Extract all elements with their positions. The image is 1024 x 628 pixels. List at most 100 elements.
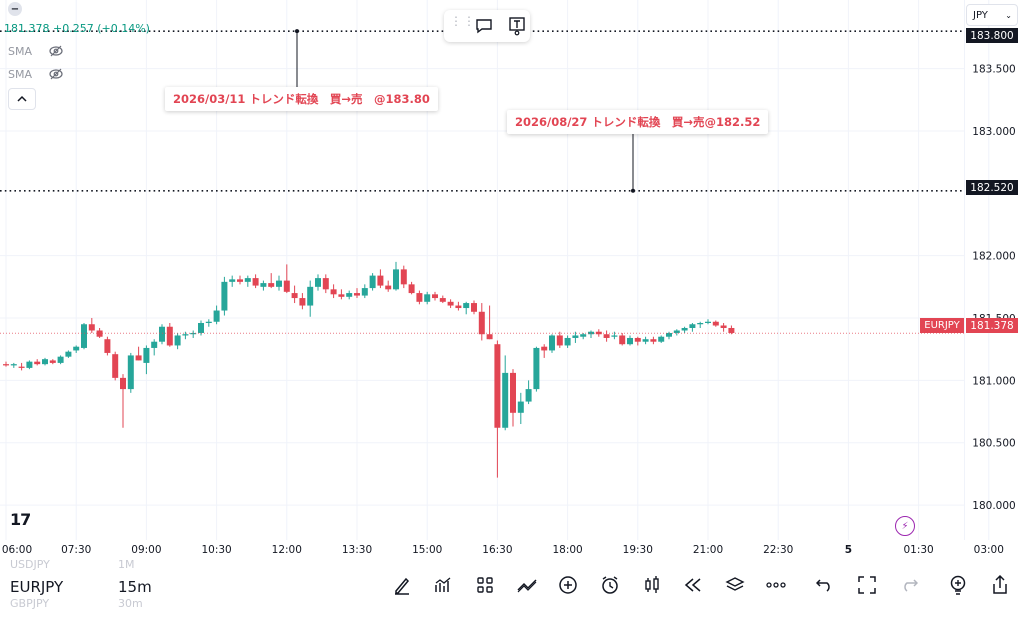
- undo-button[interactable]: [812, 573, 838, 597]
- candle-body: [213, 310, 220, 322]
- time-axis[interactable]: 06:00 07:30 09:00 10:30 12:00 13:30 15:00 16:30…: [2, 544, 1024, 556]
- collapse-legend-button[interactable]: [8, 88, 36, 110]
- candle-body: [463, 303, 470, 309]
- candle-body: [666, 332, 672, 337]
- horizontal-lines[interactable]: [0, 29, 964, 334]
- y-tick-label: 183.500: [972, 64, 1015, 76]
- comment-button[interactable]: [470, 12, 497, 40]
- candle-body: [3, 364, 9, 366]
- annotation-anchor: [295, 29, 299, 34]
- candle-body: [276, 280, 282, 287]
- candle-body: [705, 321, 711, 324]
- candle-body: [650, 339, 657, 342]
- fullscreen-icon: [858, 576, 876, 594]
- candle-body: [65, 351, 72, 357]
- timeframe-prev[interactable]: 1M: [118, 558, 135, 571]
- price-axis-separator: [964, 0, 965, 540]
- sma-label: SMA: [8, 67, 32, 81]
- sma-indicator-1[interactable]: SMA: [8, 43, 64, 59]
- eye-off-icon[interactable]: [48, 43, 64, 59]
- lightbulb-icon: [950, 575, 966, 595]
- brush-button[interactable]: [389, 573, 415, 597]
- candle-body: [18, 366, 25, 368]
- annotation-label-2[interactable]: 2026/08/27 トレンド転換 買→売@182.52: [507, 110, 769, 134]
- price-axis[interactable]: 183.500183.000182.000181.500181.000180.5…: [972, 64, 1015, 512]
- y-tick-label: 180.000: [972, 500, 1015, 512]
- redo-icon: [904, 579, 918, 592]
- comment-icon: [475, 19, 492, 34]
- candle-body: [283, 280, 290, 292]
- indicators-icon: [435, 577, 451, 592]
- undo-icon: [816, 579, 830, 592]
- candle-body: [338, 294, 345, 297]
- redo-button[interactable]: [896, 573, 922, 597]
- timeframe-next[interactable]: 30m: [118, 597, 143, 610]
- candle-body: [330, 289, 337, 295]
- alert-button[interactable]: [597, 573, 623, 597]
- more-button[interactable]: [763, 573, 789, 597]
- candle-body: [424, 294, 431, 302]
- candle-body: [143, 347, 150, 363]
- currency-select[interactable]: JPY ⌄: [966, 4, 1018, 26]
- x-tick-label: 22:30: [763, 544, 793, 556]
- candle-body: [697, 323, 704, 325]
- candle-body: [354, 293, 360, 296]
- candle-body: [135, 355, 142, 361]
- chart-type-button[interactable]: [639, 573, 665, 597]
- candle-body: [510, 372, 516, 413]
- fullscreen-button[interactable]: [854, 573, 880, 597]
- candle-body: [627, 337, 633, 345]
- candle-body: [252, 278, 259, 286]
- candle-body: [268, 283, 275, 287]
- candle-body: [728, 327, 735, 333]
- symbol-selector[interactable]: EURJPY: [10, 578, 64, 596]
- candle-body: [182, 334, 189, 336]
- chevron-up-icon: [17, 95, 27, 102]
- ideas-button[interactable]: [945, 573, 971, 597]
- x-tick-label: 10:30: [201, 544, 231, 556]
- eye-off-icon[interactable]: [48, 66, 64, 82]
- candle-body: [517, 401, 524, 413]
- x-tick-label: 16:30: [482, 544, 512, 556]
- annotation-label-1[interactable]: 2026/03/11 トレンド転換 買→売 @183.80: [165, 87, 438, 111]
- add-button[interactable]: [555, 573, 581, 597]
- layers-button[interactable]: [722, 573, 748, 597]
- symbol-next[interactable]: GBPJPY: [10, 597, 50, 610]
- layout-button[interactable]: [472, 573, 498, 597]
- share-button[interactable]: [987, 573, 1013, 597]
- candle-body: [416, 293, 423, 302]
- minus-icon[interactable]: −: [8, 2, 22, 16]
- indicators-button[interactable]: [430, 573, 456, 597]
- candle-body: [603, 334, 610, 338]
- legend: − 181.378 +0.257 (+0.14%): [4, 2, 150, 35]
- candle-body: [455, 305, 462, 309]
- candle-body: [432, 294, 438, 299]
- grip-icon[interactable]: ⋮⋮: [450, 14, 476, 28]
- tradingview-logo[interactable]: 𝟭𝟳: [10, 510, 31, 529]
- candle-body: [580, 334, 587, 337]
- candle-body: [619, 335, 626, 345]
- candle-body: [408, 284, 415, 294]
- candle-body: [564, 337, 571, 346]
- candle-body: [237, 279, 243, 282]
- candle-body: [634, 337, 641, 342]
- candle-body: [673, 330, 680, 333]
- chart-canvas[interactable]: 183.500183.000182.000181.500181.000180.5…: [0, 0, 1024, 566]
- drawing-toolbar: ⋮⋮: [444, 10, 530, 42]
- flash-icon[interactable]: ⚡: [895, 516, 915, 536]
- sma-indicator-2[interactable]: SMA: [8, 66, 64, 82]
- more-icon: [766, 582, 786, 588]
- trend-button[interactable]: [514, 573, 540, 597]
- text-tool-button[interactable]: [503, 12, 530, 40]
- timeframe-selector[interactable]: 15m: [118, 578, 152, 596]
- candle-body: [541, 346, 548, 351]
- candle-body: [190, 332, 197, 335]
- candle-body: [88, 324, 95, 331]
- price-tag-line-1: 183.800: [966, 28, 1018, 43]
- currency-value: JPY: [973, 9, 988, 21]
- candle-body: [229, 279, 236, 282]
- symbol-prev[interactable]: USDJPY: [10, 558, 50, 571]
- replay-button[interactable]: [680, 573, 706, 597]
- layers-icon: [725, 577, 745, 591]
- x-tick-label: 06:00: [2, 544, 32, 556]
